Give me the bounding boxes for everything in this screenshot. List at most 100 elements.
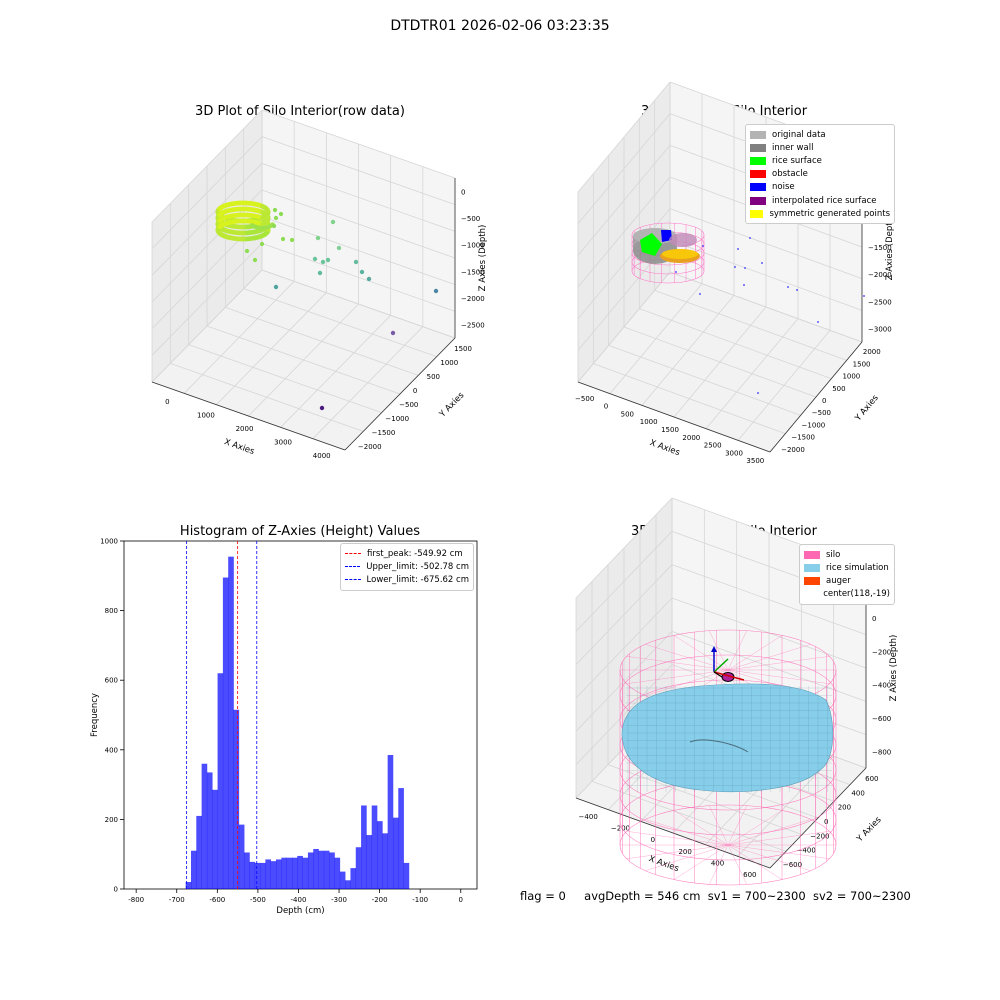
histogram-bar bbox=[291, 857, 298, 889]
y-axis-label: Y Axies bbox=[853, 393, 881, 424]
data-point bbox=[271, 223, 277, 229]
data-point bbox=[250, 223, 255, 228]
x-tick-label: 2500 bbox=[704, 442, 722, 450]
histogram-bar bbox=[307, 852, 314, 889]
y-tick-label: −400 bbox=[797, 847, 816, 855]
legend-swatch bbox=[750, 156, 766, 165]
y-tick-label: 0 bbox=[824, 818, 828, 826]
z-tick-label: −500 bbox=[461, 215, 480, 223]
legend-label: center(118,-19) bbox=[823, 589, 890, 600]
histogram-bar bbox=[228, 556, 234, 889]
y-tick-label: 500 bbox=[427, 373, 440, 381]
center-axis-x bbox=[713, 671, 745, 681]
y-tick-label: −500 bbox=[399, 401, 418, 409]
histogram-bar bbox=[190, 850, 197, 889]
x-tick-label: −500 bbox=[575, 395, 594, 403]
data-point bbox=[336, 245, 342, 251]
histogram-bar bbox=[222, 577, 229, 889]
noise-point bbox=[757, 392, 759, 394]
legend-entry: noise bbox=[750, 181, 890, 194]
legend-line bbox=[345, 553, 361, 555]
legend-entry: silo bbox=[804, 548, 890, 561]
data-point bbox=[273, 215, 279, 221]
rice-mesh bbox=[626, 686, 832, 792]
histogram-bar bbox=[270, 861, 277, 889]
data-point bbox=[278, 211, 284, 217]
data-point bbox=[265, 215, 271, 220]
histogram-bar bbox=[313, 848, 319, 889]
noise-point bbox=[743, 284, 745, 286]
x-axis-line bbox=[577, 381, 771, 453]
z-tick-label: −1500 bbox=[461, 268, 485, 276]
histogram-bar bbox=[345, 880, 351, 889]
legend-label: Lower_limit: -675.62 cm bbox=[366, 574, 469, 585]
y-tick-label: 200 bbox=[838, 804, 851, 812]
legend-entry: inner wall bbox=[750, 141, 890, 154]
data-point bbox=[259, 241, 265, 247]
legend-swatch bbox=[750, 209, 764, 218]
y-tick-label: 0 bbox=[114, 886, 118, 894]
histogram-legend: first_peak: -549.92 cm Upper_limit: -502… bbox=[340, 543, 474, 591]
legend-swatch bbox=[804, 576, 820, 585]
z-tick-label: −1000 bbox=[461, 242, 485, 250]
legend-label: auger bbox=[826, 575, 851, 586]
z-tick-label: −1500 bbox=[868, 244, 892, 252]
rice-trough bbox=[689, 739, 749, 753]
legend-label: rice surface bbox=[772, 155, 822, 166]
histogram-bar bbox=[366, 835, 373, 889]
x-tick-label: -400 bbox=[291, 896, 307, 904]
histogram-bar bbox=[302, 857, 309, 889]
histogram-bar bbox=[339, 871, 346, 889]
histogram-bar bbox=[206, 772, 213, 889]
histogram-bar bbox=[265, 859, 272, 889]
x-tick-label: 1000 bbox=[197, 411, 215, 419]
noise-point bbox=[702, 245, 704, 247]
y-tick-label: −200 bbox=[810, 832, 829, 840]
legend-entry: interpolated rice surface bbox=[750, 194, 890, 207]
data-point bbox=[353, 259, 359, 265]
noise-point bbox=[744, 267, 746, 269]
y-tick-label: 0 bbox=[413, 387, 417, 395]
y-tick-label: 400 bbox=[851, 789, 864, 797]
y-tick-label: 1500 bbox=[454, 345, 472, 353]
y-tick-label: 0 bbox=[822, 397, 826, 405]
y-tick-label: 400 bbox=[105, 746, 118, 754]
legend-entry: original data bbox=[750, 128, 890, 141]
simulation-plot: −400−20002004006006004002000−200−400−600… bbox=[575, 497, 899, 886]
y-tick-label: −500 bbox=[812, 409, 831, 417]
x-tick-label: -200 bbox=[372, 896, 388, 904]
x-tick-label: 0 bbox=[604, 403, 608, 411]
x-tick-label: 200 bbox=[678, 848, 691, 856]
legend-label: rice simulation bbox=[826, 562, 889, 573]
point-cloud bbox=[215, 200, 295, 263]
y-tick-label: 600 bbox=[865, 775, 878, 783]
x-tick-label: -600 bbox=[209, 896, 225, 904]
x-tick-label: 0 bbox=[165, 398, 169, 406]
legend-entry: Upper_limit: -502.78 cm bbox=[345, 560, 469, 573]
grid-line bbox=[575, 531, 673, 632]
histogram-bar bbox=[286, 857, 293, 889]
silo-spoke bbox=[626, 656, 830, 684]
legend-label: Upper_limit: -502.78 cm bbox=[366, 561, 469, 572]
z-tick-label: 0 bbox=[461, 188, 465, 196]
x-tick-label: -800 bbox=[128, 896, 144, 904]
grid-line bbox=[609, 283, 703, 394]
center-axis-y bbox=[713, 658, 729, 673]
center-axis-z-head bbox=[711, 646, 717, 652]
data-point bbox=[289, 237, 295, 243]
histogram-bar bbox=[377, 821, 383, 889]
histogram-bar bbox=[281, 857, 287, 889]
noise-point bbox=[796, 289, 798, 291]
x-axis-line bbox=[575, 797, 771, 869]
grid-line bbox=[151, 136, 263, 249]
x-axis-label: X Axies bbox=[648, 438, 681, 458]
histogram-title: Histogram of Z-Axies (Height) Values bbox=[179, 524, 421, 539]
legend-label: original data bbox=[772, 129, 826, 140]
legend-label: interpolated rice surface bbox=[772, 195, 877, 206]
noise-point bbox=[817, 321, 819, 323]
y-tick-label: 2000 bbox=[863, 348, 881, 356]
legend-swatch bbox=[750, 183, 766, 192]
z-axis-label: Z Axies (Depth) bbox=[478, 225, 488, 292]
status-flag: flag = 0 bbox=[520, 889, 566, 903]
legend-label: inner wall bbox=[772, 142, 814, 153]
